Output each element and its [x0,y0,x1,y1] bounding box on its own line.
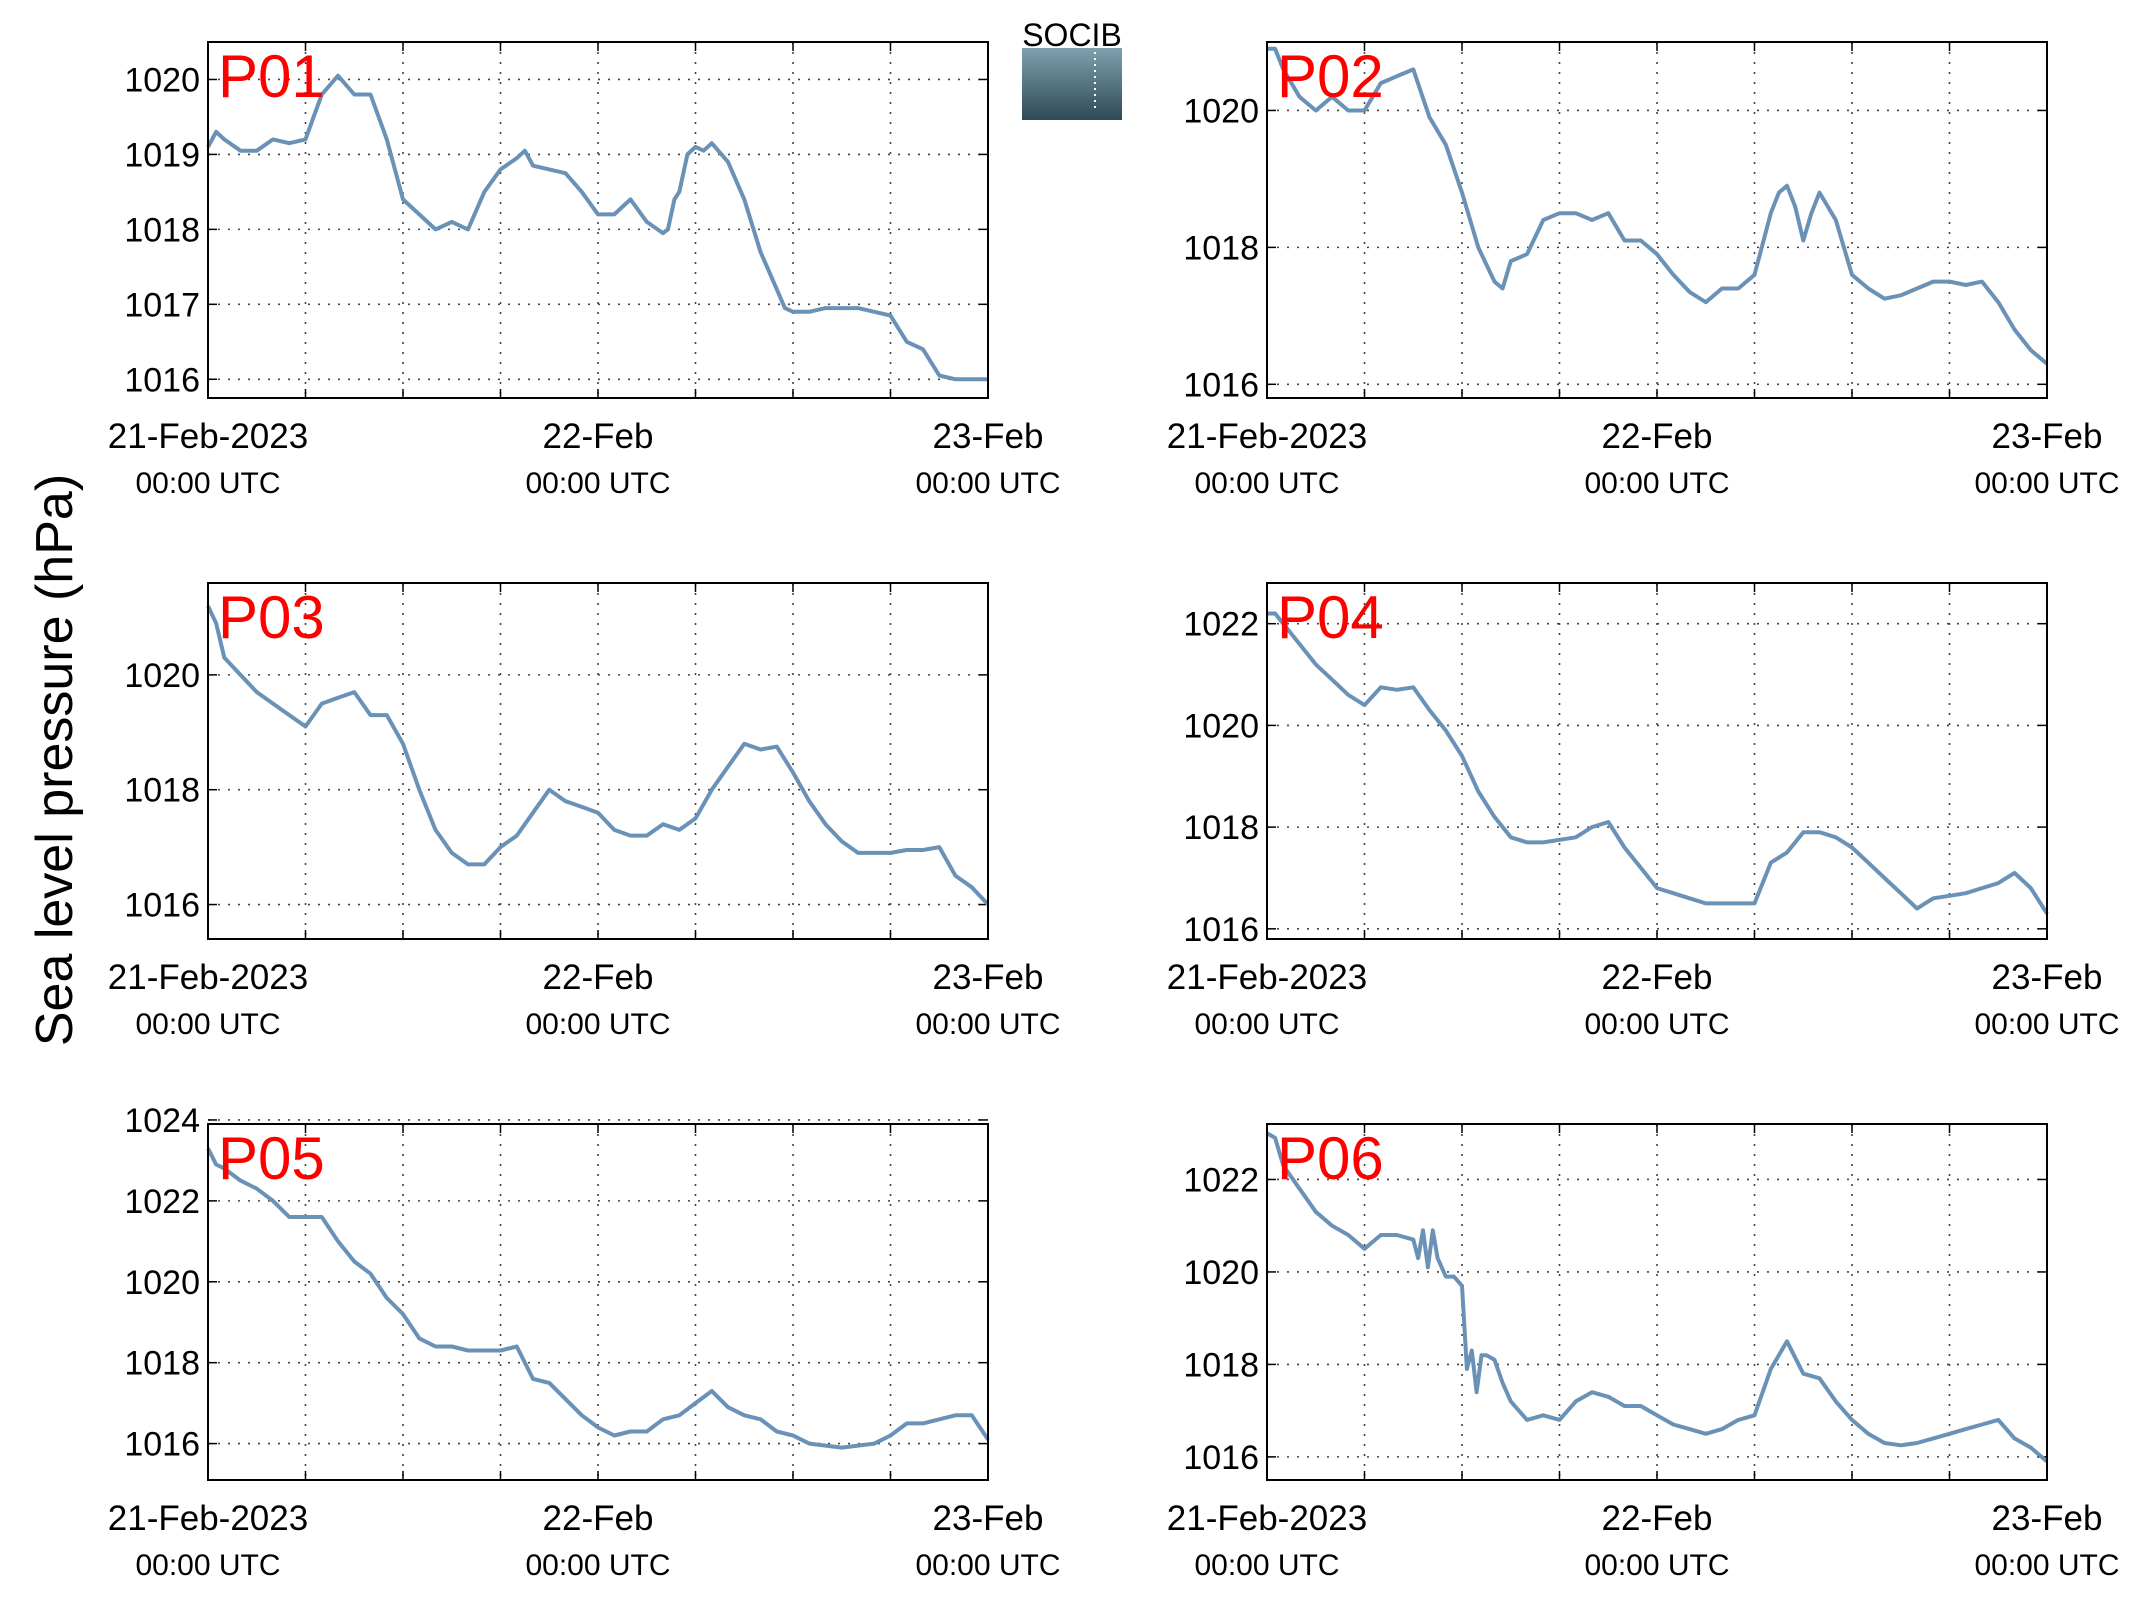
socib-logo: SOCIB [1022,17,1122,120]
y-tick-label: 1020 [124,657,200,695]
x-tick-date-label: 21-Feb-2023 [108,417,308,456]
x-tick-time-label: 00:00 UTC [915,1008,1060,1041]
series-line-p06 [1265,1131,2049,1464]
x-tick-date-label: 23-Feb [1992,417,2103,456]
series-line-p02 [1267,46,2049,366]
x-tick-time-label: 00:00 UTC [135,467,280,500]
panel-p04: 1016 1018 1020 1022 21-Feb-2023 00:00 UTC 22-F… [1167,582,2120,1041]
panel-p02: 1016 1018 1020 21-Feb-2023 00:00 UTC 22-Feb 00… [1167,41,2120,500]
station-label: P04 [1277,584,1384,651]
y-tick-label: 1018 [124,211,200,249]
x-tick-date-label: 21-Feb-2023 [108,1499,308,1538]
x-tick-date-label: 23-Feb [933,1499,1044,1538]
y-tick-label: 1018 [124,1345,200,1383]
plot-frame [207,582,989,940]
x-tick-time-label: 00:00 UTC [915,467,1060,500]
x-tick-time-label: 00:00 UTC [1194,1008,1339,1041]
y-tick-label: 1016 [124,1426,200,1464]
y-tick-label: 1016 [1183,366,1259,404]
y-tick-label: 1017 [124,286,200,324]
y-tick-label: 1019 [124,136,200,174]
x-tick-date-label: 22-Feb [543,417,654,456]
series-line-p05 [206,1147,990,1450]
x-tick-time-label: 00:00 UTC [525,467,670,500]
y-tick-label: 1022 [1183,606,1259,644]
logo-text: SOCIB [1022,17,1122,53]
y-tick-label: 1020 [1183,92,1259,130]
plot-frame [207,1123,989,1481]
x-tick-date-label: 22-Feb [1602,417,1713,456]
station-label: P06 [1277,1125,1384,1192]
x-tick-time-label: 00:00 UTC [1584,467,1729,500]
station-label: P03 [218,584,325,651]
logo-block [1022,48,1122,120]
y-tick-label: 1020 [124,61,200,99]
x-tick-time-label: 00:00 UTC [525,1008,670,1041]
y-tick-label: 1016 [1183,1439,1259,1477]
x-tick-date-label: 22-Feb [543,958,654,997]
y-tick-label: 1016 [124,887,200,925]
station-label: P02 [1277,43,1384,110]
plot-frame [1266,41,2048,399]
x-tick-time-label: 00:00 UTC [915,1549,1060,1582]
plot-frame [1266,582,2048,940]
y-tick-label: 1020 [1183,1254,1259,1292]
y-tick-label: 1018 [1183,1346,1259,1384]
x-tick-time-label: 00:00 UTC [135,1549,280,1582]
x-tick-date-label: 22-Feb [1602,1499,1713,1538]
x-tick-date-label: 21-Feb-2023 [1167,1499,1367,1538]
x-tick-time-label: 00:00 UTC [1974,1549,2119,1582]
y-tick-label: 1016 [1183,911,1259,949]
x-tick-date-label: 23-Feb [1992,958,2103,997]
x-tick-time-label: 00:00 UTC [1974,1008,2119,1041]
y-tick-label: 1022 [1183,1161,1259,1199]
x-tick-time-label: 00:00 UTC [135,1008,280,1041]
series-line-p04 [1267,611,2049,915]
y-tick-label: 1018 [1183,809,1259,847]
x-tick-time-label: 00:00 UTC [525,1549,670,1582]
y-tick-label: 1020 [124,1264,200,1302]
panel-p05: 1016 1018 1020 1022 1024 21-Feb-2023 00:00 UTC… [108,1102,1061,1582]
panels: 1016 1017 1018 1019 1020 21-Feb-2023 00:00 UTC… [108,41,2120,1582]
y-axis-label: Sea level pressure (hPa) [26,474,84,1046]
y-tick-label: 1020 [1183,707,1259,745]
series-line-p03 [206,605,990,906]
x-tick-date-label: 21-Feb-2023 [108,958,308,997]
y-tick-label: 1022 [124,1183,200,1221]
x-tick-date-label: 21-Feb-2023 [1167,958,1367,997]
series-line-p01 [206,73,988,382]
x-tick-date-label: 23-Feb [1992,1499,2103,1538]
x-tick-date-label: 21-Feb-2023 [1167,417,1367,456]
station-label: P01 [218,43,325,110]
panel-p01: 1016 1017 1018 1019 1020 21-Feb-2023 00:00 UTC… [108,41,1061,500]
y-tick-label: 1016 [124,361,200,399]
x-tick-date-label: 22-Feb [1602,958,1713,997]
station-label: P05 [218,1125,325,1192]
y-tick-label: 1018 [124,772,200,810]
x-tick-time-label: 00:00 UTC [1194,1549,1339,1582]
plot-frame [207,41,989,399]
x-tick-time-label: 00:00 UTC [1584,1008,1729,1041]
y-tick-label: 1018 [1183,229,1259,267]
y-tick-label: 1024 [124,1102,200,1140]
x-tick-date-label: 23-Feb [933,417,1044,456]
panel-p06: 1016 1018 1020 1022 21-Feb-2023 00:00 UTC 22-F… [1167,1123,2120,1582]
x-tick-time-label: 00:00 UTC [1974,467,2119,500]
x-tick-time-label: 00:00 UTC [1584,1549,1729,1582]
x-tick-date-label: 22-Feb [543,1499,654,1538]
x-tick-time-label: 00:00 UTC [1194,467,1339,500]
panel-p03: 1016 1018 1020 21-Feb-2023 00:00 UTC 22-Feb 00… [108,582,1061,1041]
x-tick-date-label: 23-Feb [933,958,1044,997]
plot-frame [1266,1123,2048,1481]
